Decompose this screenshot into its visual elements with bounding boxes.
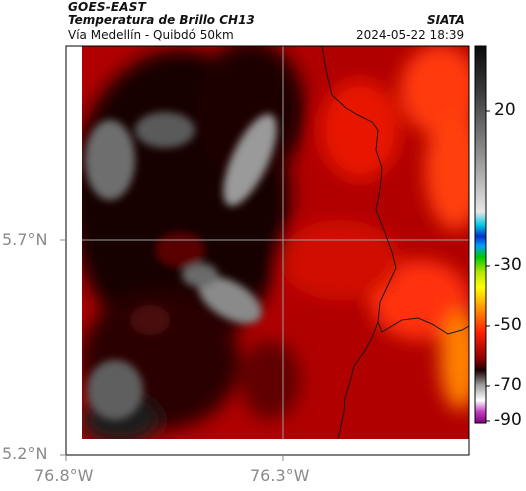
colorbar-label-20: 20 xyxy=(494,100,516,120)
lon-label-76.8: 76.8°W xyxy=(34,466,94,485)
colorbar-scale xyxy=(474,45,487,424)
lon-label-76.3: 76.3°W xyxy=(250,466,310,485)
datetime-label: 2024-05-22 18:39 xyxy=(356,28,465,42)
title-line-1: GOES-EAST xyxy=(68,0,146,14)
department-border-south xyxy=(337,321,379,439)
subtitle: Vía Medellín - Quibdó 50km xyxy=(68,28,234,42)
colorbar-label-minus50: -50 xyxy=(494,315,522,335)
brightness-temperature-field xyxy=(82,46,469,439)
colorbar-label-minus70: -70 xyxy=(494,375,522,395)
lat-label-5.2: 5.2°N xyxy=(2,444,48,463)
colorbar-label-minus90: -90 xyxy=(494,410,522,430)
title-line-2: Temperatura de Brillo CH13 xyxy=(68,13,255,27)
colorbar-label-minus30: -30 xyxy=(494,255,522,275)
department-border xyxy=(321,46,469,335)
lat-label-5.7: 5.7°N xyxy=(2,230,48,249)
agency-label: SIATA xyxy=(427,13,465,27)
